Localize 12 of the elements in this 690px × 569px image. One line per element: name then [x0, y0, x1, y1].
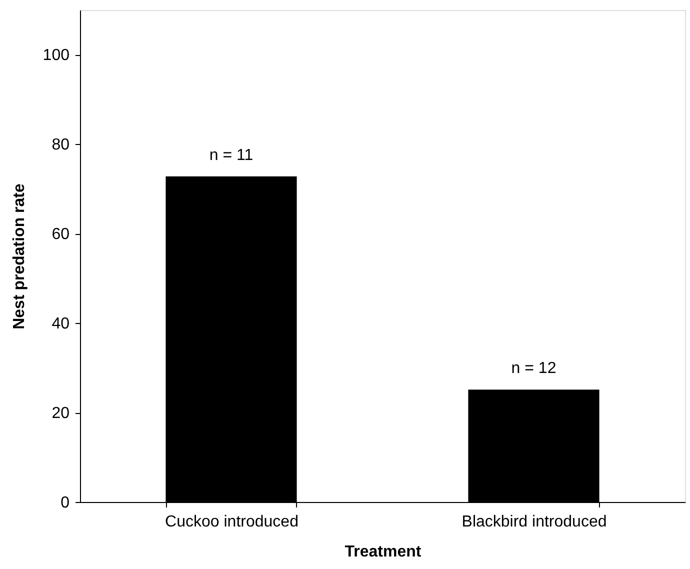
annotation: n = 11 — [209, 146, 254, 164]
y-tick-label: 0 — [60, 494, 70, 512]
x-axis-title: Treatment — [344, 544, 422, 560]
annotation: n = 12 — [511, 360, 556, 378]
x-tick-label: Blackbird introduced — [462, 514, 607, 530]
y-tick-label: 100 — [42, 47, 70, 64]
y-tick-label: 40 — [52, 316, 70, 333]
y-tick-label: 60 — [52, 226, 70, 244]
x-tick-label: Cuckoo introduced — [165, 514, 298, 530]
y-axis-title: Nest predation rate — [10, 183, 28, 330]
y-tick-label: 20 — [52, 405, 70, 422]
y-tick-label: 80 — [52, 136, 70, 154]
